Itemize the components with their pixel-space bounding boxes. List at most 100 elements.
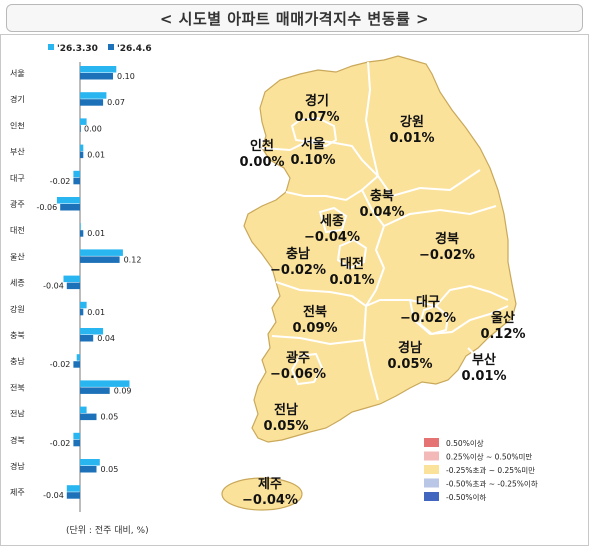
category-label: 세종 [10,279,25,288]
data-label: 0.05 [101,465,119,474]
bar-curr [66,492,80,499]
data-label: 0.04 [97,334,115,343]
korea-map: 경기0.07% 강원0.01%인천0.00%서울0.10%충북0.04%세종−0.… [221,55,538,511]
map-region-value: 0.04% [359,205,404,220]
map-region-name: 전북 [303,304,327,320]
category-label: 인천 [10,120,25,130]
bar-curr [80,99,104,106]
bar-prev [80,249,123,256]
map-region-value: 0.01% [389,131,434,146]
legend-swatch [424,478,439,488]
bar-curr [80,335,94,342]
category-label: 부산 [10,147,25,157]
bar-prev [66,485,80,492]
map-region-value: 0.05% [387,357,432,372]
bar-chart: '26.3.30 '26.4.6 서울 0.10 경기 0.07 인천 0.00 부산 0.01 대… [10,44,152,512]
bar-prev [80,459,100,466]
data-label: -0.04 [43,491,64,500]
legend-label-prev: '26.3.30 [57,44,98,54]
data-label: 0.07 [107,98,125,107]
category-label: 전북 [10,382,25,392]
map-region-value: 0.00% [239,155,284,170]
bar-curr [66,282,80,290]
category-label: 대전 [10,225,25,235]
map-region-name: 충남 [286,246,310,262]
map-region-name: 충북 [370,188,394,204]
map-region-name: 경북 [435,231,459,247]
bar-prev [73,432,80,440]
legend-swatch [424,451,439,461]
map-legend: 0.50%이상 0.25%이상 ~ 0.50%미만 -0.25%초과 ~ 0.25%… [424,438,538,502]
map-labels: 경기0.07% 강원0.01%인천0.00%서울0.10%충북0.04%세종−0.… [239,93,525,508]
legend-swatch [424,438,439,447]
category-label: 서울 [10,69,25,78]
data-label: 0.01 [87,308,105,317]
map-region-name: 전남 [274,402,298,418]
map-region-name: 대전 [340,256,364,272]
legend-label: -0.50%초과 ~ -0.25%이하 [446,479,538,489]
bar-curr [80,256,120,263]
map-region-name: 부산 [472,352,496,368]
map-region-value: 0.01% [329,273,374,288]
category-label: 울산 [10,251,25,261]
bar-curr [80,230,84,237]
map-region-value: −0.06% [270,367,326,382]
map-region-value: 0.01% [461,369,506,384]
legend-label: 0.50%이상 [446,438,484,448]
category-label: 충남 [10,357,25,366]
map-region-value: −0.02% [270,263,326,278]
map-region-name: 광주 [286,351,310,366]
bar-prev [63,275,80,283]
category-label: 충북 [10,331,25,340]
data-label: 0.00 [84,124,102,133]
data-label: -0.06 [36,203,57,212]
category-label: 경남 [10,461,25,471]
map-region-value: 0.10% [290,153,335,168]
map-region-value: 0.07% [294,110,339,125]
bar-prev [80,380,130,387]
bar-prev [80,92,107,99]
bar-prev [80,118,87,125]
chart-title: < 시도별 아파트 매매가격지수 변동률 > [6,4,583,32]
data-label: 0.01 [87,229,105,238]
legend-swatch-curr [108,44,114,50]
bar-prev [80,406,87,414]
data-label: -0.02 [50,360,71,369]
bar-prev [80,66,117,73]
bar-prev [80,223,81,230]
legend-label-curr: '26.4.6 [117,44,152,54]
bar-curr [80,73,113,80]
data-label: 0.10 [117,72,135,81]
legend-label: -0.25%초과 ~ 0.25%미만 [446,466,535,475]
map-region-value: −0.02% [400,311,456,326]
bar-curr [73,361,80,368]
map-region-name: 강원 [400,114,424,130]
data-label: 0.12 [124,255,142,264]
legend-swatch [424,465,439,474]
map-region-name: 대구 [416,295,440,310]
map-jeju [221,477,303,511]
map-region-value: −0.04% [242,493,298,508]
unit-note: (단위 : 전주 대비, %) [66,526,149,536]
bar-curr [80,466,97,473]
category-label: 대구 [10,174,25,183]
bar-prev [80,301,87,309]
data-label: 0.01 [87,151,105,160]
category-label: 경기 [10,94,25,104]
bar-prev [56,197,80,204]
bar-curr [73,439,80,447]
bar-curr [80,413,97,421]
bar-prev [76,354,80,361]
map-region-value: 0.12% [480,327,525,342]
map-mainland [243,55,517,443]
legend-label: -0.50%이하 [446,492,486,502]
map-region-name: 제주 [258,477,282,492]
category-label: 제주 [10,488,25,497]
province-borders [261,61,509,401]
map-region-name: 경남 [398,340,422,356]
data-label: 0.05 [101,413,119,422]
data-label: -0.04 [43,282,64,291]
map-region-name: 울산 [491,310,515,326]
category-label: 전남 [10,409,25,419]
